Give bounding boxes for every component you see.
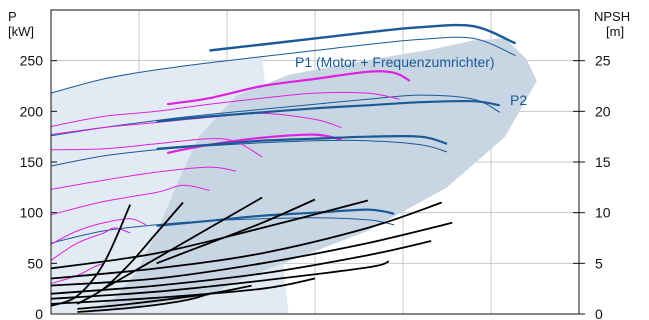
npsh-curve bbox=[77, 284, 252, 310]
magenta-curve bbox=[50, 166, 236, 190]
p1-curve bbox=[156, 99, 500, 123]
p2-curve bbox=[50, 94, 501, 137]
npsh-curve bbox=[77, 292, 210, 313]
annotation-p1: P1 (Motor + Frequenzumrichter) bbox=[295, 54, 495, 70]
p1-curve bbox=[156, 208, 395, 227]
left-axis: 0 50 100 150 200 250 bbox=[20, 53, 57, 320]
left-tick-label: 150 bbox=[20, 154, 44, 170]
magenta-curve bbox=[166, 133, 342, 154]
npsh-curve bbox=[156, 198, 316, 265]
npsh-curve bbox=[50, 221, 453, 287]
p1-curve bbox=[209, 23, 517, 52]
magenta-curve bbox=[50, 262, 104, 285]
right-axis: 0 5 10 15 20 25 bbox=[573, 53, 611, 320]
right-tick-label: 10 bbox=[595, 205, 611, 221]
right-tick-label: 25 bbox=[595, 53, 611, 69]
magenta-curve bbox=[50, 91, 400, 127]
npsh-curve bbox=[50, 199, 369, 270]
left-tick-label: 0 bbox=[35, 306, 43, 320]
npsh-curve bbox=[50, 260, 390, 300]
left-tick-label: 50 bbox=[27, 255, 43, 271]
p2-curve bbox=[50, 36, 516, 94]
left-tick-label: 250 bbox=[20, 53, 44, 69]
left-axis-label-unit: [kW] bbox=[8, 24, 34, 39]
right-tick-label: 20 bbox=[595, 103, 611, 119]
curves bbox=[50, 23, 517, 313]
left-axis-label-p: P bbox=[8, 9, 17, 24]
magenta-curve bbox=[50, 218, 147, 245]
left-tick-label: 200 bbox=[20, 103, 44, 119]
magenta-curve bbox=[50, 184, 210, 216]
right-tick-label: 5 bbox=[595, 255, 603, 271]
right-tick-label: 0 bbox=[595, 306, 603, 320]
p1-curve bbox=[156, 134, 448, 150]
left-tick-label: 100 bbox=[20, 205, 44, 221]
npsh-curve bbox=[76, 201, 184, 305]
annotation-p2: P2 bbox=[510, 92, 527, 108]
right-axis-label-npsh: NPSH bbox=[594, 9, 630, 24]
magenta-curve bbox=[167, 70, 411, 106]
npsh-curve bbox=[50, 201, 442, 280]
right-axis-label-unit: [m] bbox=[606, 24, 624, 39]
npsh-curve bbox=[50, 240, 432, 295]
right-tick-label: 15 bbox=[595, 154, 611, 170]
npsh-curve bbox=[103, 196, 263, 290]
p2-curve bbox=[50, 139, 448, 167]
